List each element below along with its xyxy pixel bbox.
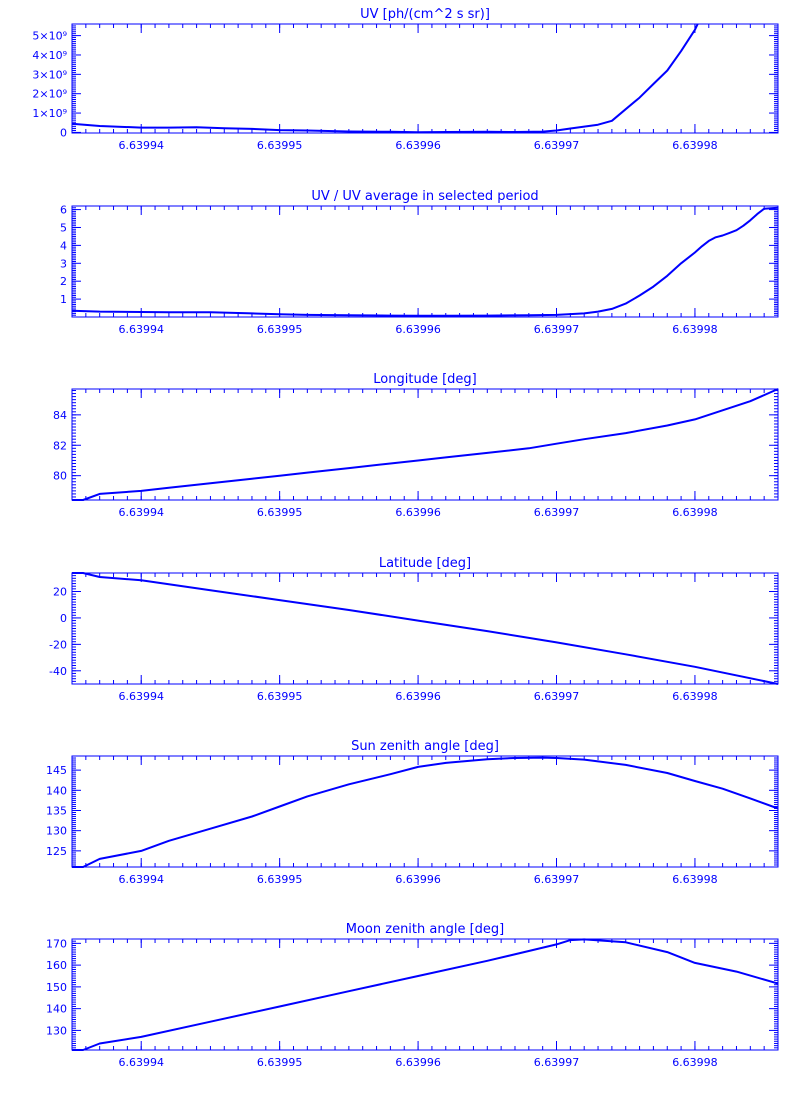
x-tick-label: 6.63998 <box>672 873 718 886</box>
chart-title: Sun zenith angle [deg] <box>351 739 499 754</box>
series-line-1 <box>72 938 779 1051</box>
x-tick-label: 6.63994 <box>118 873 164 886</box>
x-tick-label: 6.63997 <box>534 139 580 152</box>
x-tick-label: 6.63995 <box>257 506 303 519</box>
chart-title: Latitude [deg] <box>379 556 471 571</box>
y-tick-label: 5×10⁹ <box>32 30 67 43</box>
chart-title: Longitude [deg] <box>373 372 476 387</box>
plot-frame <box>71 388 779 501</box>
y-tick-label: 80 <box>53 470 67 483</box>
y-tick-label: -20 <box>49 638 67 651</box>
x-tick-label: 6.63997 <box>534 1056 580 1069</box>
x-tick-label: 6.63994 <box>118 323 164 336</box>
chart-title: UV / UV average in selected period <box>311 189 538 204</box>
y-tick-label: 84 <box>53 409 67 422</box>
y-tick-label: 2×10⁹ <box>32 88 67 101</box>
x-tick-label: 6.63996 <box>395 690 441 703</box>
y-tick-label: 4 <box>60 239 67 252</box>
series-line-1 <box>72 388 779 501</box>
y-tick-label: 5 <box>60 221 67 234</box>
y-tick-label: 170 <box>46 937 67 950</box>
series-line-1 <box>71 206 779 317</box>
chart-panel-4: Latitude [deg] 6.63994 6.63995 6.63996 6.639… <box>49 556 779 703</box>
y-tick-label: 2 <box>60 275 67 288</box>
x-tick-label: 6.63998 <box>672 1056 718 1069</box>
series-line-1 <box>72 572 779 685</box>
x-tick-label: 6.63995 <box>257 323 303 336</box>
x-tick-label: 6.63998 <box>672 690 718 703</box>
y-tick-label: 1×10⁹ <box>32 107 67 120</box>
x-tick-label: 6.63997 <box>534 506 580 519</box>
y-tick-label: 130 <box>46 825 67 838</box>
x-tick-label: 6.63994 <box>118 1056 164 1069</box>
x-tick-label: 6.63995 <box>257 873 303 886</box>
y-tick-label: 140 <box>46 784 67 797</box>
x-tick-label: 6.63996 <box>395 506 441 519</box>
x-tick-label: 6.63995 <box>257 690 303 703</box>
y-tick-label: 135 <box>46 804 67 817</box>
chart-panel-2: UV / UV average in selected period 6.6399… <box>60 189 779 336</box>
chart-panel-5: Sun zenith angle [deg] 6.63994 6.63995 6.63… <box>46 739 779 886</box>
series-line-1 <box>71 23 699 134</box>
plot-frame <box>71 23 779 134</box>
x-tick-label: 6.63994 <box>118 506 164 519</box>
y-tick-label: 6 <box>60 204 67 217</box>
plot-frame <box>71 755 779 868</box>
x-tick-label: 6.63996 <box>395 1056 441 1069</box>
y-tick-label: 150 <box>46 981 67 994</box>
x-tick-label: 6.63998 <box>672 139 718 152</box>
x-tick-label: 6.63995 <box>257 1056 303 1069</box>
y-tick-label: 0 <box>60 126 67 139</box>
x-tick-label: 6.63994 <box>118 139 164 152</box>
y-tick-label: 0 <box>60 612 67 625</box>
chart-panel-1: UV [ph/(cm^2 s sr)] 6.63994 6.63995 6.63996… <box>32 7 779 152</box>
y-tick-label: 160 <box>46 959 67 972</box>
x-tick-label: 6.63995 <box>257 139 303 152</box>
y-tick-label: 3×10⁹ <box>32 68 67 81</box>
plot-frame <box>71 572 779 685</box>
y-tick-label: 1 <box>60 293 67 306</box>
y-tick-label: 82 <box>53 439 67 452</box>
y-tick-label: 130 <box>46 1024 67 1037</box>
y-tick-label: 3 <box>60 257 67 270</box>
plot-frame <box>71 938 779 1051</box>
chart-title: Moon zenith angle [deg] <box>346 922 504 937</box>
chart-panel-6: Moon zenith angle [deg] 6.63994 6.63995 6.6… <box>46 922 779 1069</box>
chart-title: UV [ph/(cm^2 s sr)] <box>360 7 490 22</box>
y-tick-label: 4×10⁹ <box>32 49 67 62</box>
x-tick-label: 6.63996 <box>395 139 441 152</box>
y-tick-label: 145 <box>46 764 67 777</box>
y-tick-label: -40 <box>49 665 67 678</box>
x-tick-label: 6.63998 <box>672 506 718 519</box>
x-tick-label: 6.63997 <box>534 323 580 336</box>
y-tick-label: 125 <box>46 845 67 858</box>
x-tick-label: 6.63996 <box>395 873 441 886</box>
y-tick-label: 20 <box>53 586 67 599</box>
y-tick-label: 140 <box>46 1003 67 1016</box>
x-tick-label: 6.63997 <box>534 873 580 886</box>
x-tick-label: 6.63997 <box>534 690 580 703</box>
chart-panel-3: Longitude [deg] 6.63994 6.63995 6.63996 6.63… <box>53 372 779 519</box>
plot-frame <box>71 205 779 318</box>
series-line-1 <box>72 756 779 868</box>
x-tick-label: 6.63994 <box>118 690 164 703</box>
x-tick-label: 6.63998 <box>672 323 718 336</box>
x-tick-label: 6.63996 <box>395 323 441 336</box>
